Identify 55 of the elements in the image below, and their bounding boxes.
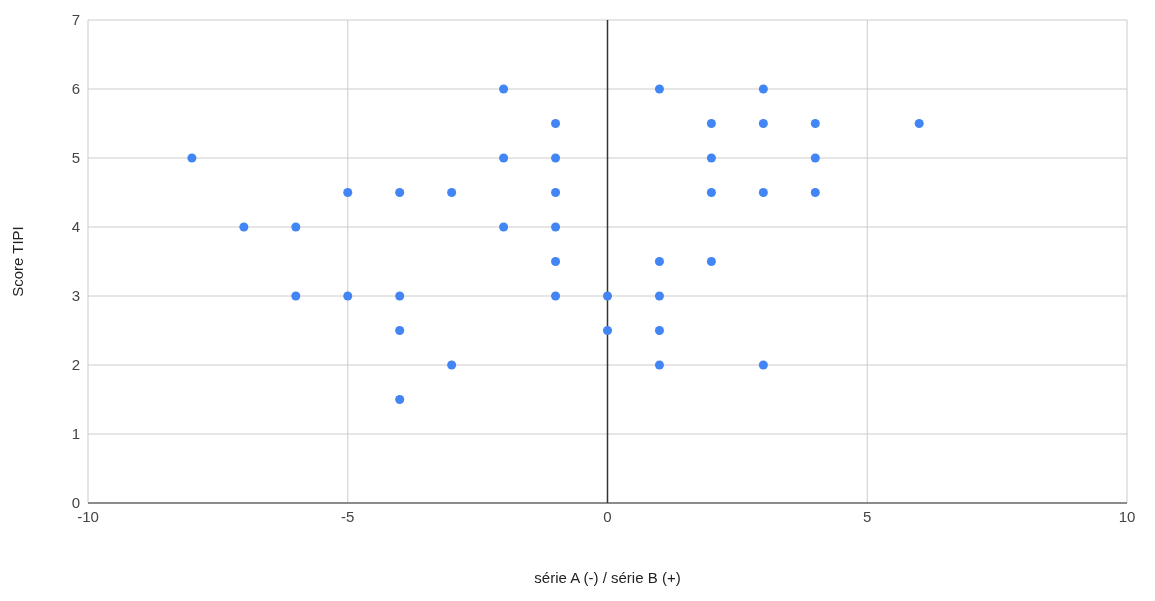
y-tick-label: 6 [71,80,80,98]
point [654,84,664,94]
x-tick-label: 5 [863,507,872,525]
point [810,187,820,198]
point [395,394,405,405]
point [499,84,509,94]
y-tick-label: 4 [71,218,80,236]
point [551,291,561,301]
point [395,325,405,336]
point [291,222,301,232]
point [758,360,768,370]
point [551,153,561,163]
point [395,291,405,301]
x-tick-label: 0 [603,507,612,525]
point [706,187,716,198]
y-tick-label: 1 [71,425,80,443]
point [551,256,561,267]
point [499,153,509,163]
point [654,256,664,267]
point [447,360,457,370]
point [447,187,457,198]
point [551,187,561,198]
point [758,187,768,198]
point [551,222,561,232]
y-tick-label: 2 [71,356,80,374]
point [343,187,353,198]
point [706,256,716,267]
point [343,291,353,301]
y-tick-label: 0 [71,494,80,512]
point [602,291,613,301]
point [758,84,768,94]
point [291,291,301,301]
point [239,222,249,232]
y-tick-label: 3 [71,287,80,305]
point [914,118,924,129]
y-tick-label: 5 [71,149,80,167]
point [654,291,664,301]
point [706,153,716,163]
x-tick-label: -10 [77,507,99,525]
point [654,360,664,370]
point [758,118,768,129]
point [706,118,716,129]
x-tick-label: -5 [341,507,355,525]
y-tick-label: 7 [71,11,80,29]
point [187,153,197,163]
point [499,222,509,232]
point [551,118,561,129]
point [395,187,405,198]
x-tick-label: 10 [1118,507,1136,525]
point [810,153,820,163]
y-axis-title: Score TIPI [9,226,27,297]
x-axis-title: série A (-) / série B (+) [534,569,681,586]
point [602,325,613,336]
point [654,325,664,336]
point [810,118,820,129]
